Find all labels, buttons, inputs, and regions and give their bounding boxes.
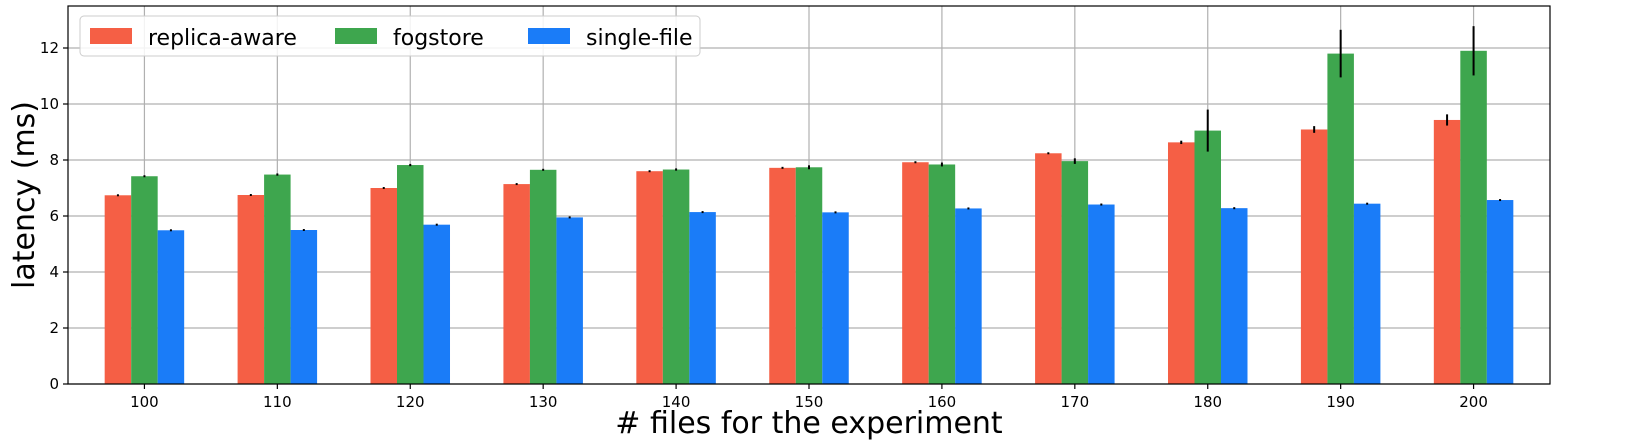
bar-single-file-190 <box>1353 203 1381 384</box>
bar-replica-aware-160 <box>902 162 929 384</box>
bar-replica-aware-180 <box>1167 142 1195 384</box>
x-tick-label: 180 <box>1193 393 1222 411</box>
x-tick-label: 100 <box>130 393 159 411</box>
bar-replica-aware-190 <box>1300 129 1328 384</box>
legend-swatch-replica-aware <box>90 28 132 44</box>
bar-replica-aware-170 <box>1035 153 1062 384</box>
x-tick-label: 200 <box>1459 393 1488 411</box>
legend-label-replica-aware: replica-aware <box>148 26 297 51</box>
bar-single-file-180 <box>1220 208 1248 384</box>
bar-replica-aware-100 <box>104 195 132 384</box>
x-tick-label: 190 <box>1326 393 1355 411</box>
bar-single-file-130 <box>556 217 583 384</box>
bar-replica-aware-140 <box>636 171 663 384</box>
x-tick-label: 160 <box>928 393 957 411</box>
x-tick-label: 120 <box>396 393 425 411</box>
y-tick-label: 12 <box>40 39 59 57</box>
bar-fogstore-180 <box>1194 130 1221 384</box>
bars-layer <box>104 50 1514 385</box>
bar-replica-aware-120 <box>370 188 398 384</box>
bar-single-file-200 <box>1486 200 1514 384</box>
bar-replica-aware-200 <box>1433 119 1461 385</box>
y-tick-label: 4 <box>49 263 59 281</box>
bar-fogstore-170 <box>1061 161 1089 384</box>
bar-single-file-150 <box>822 212 849 384</box>
bar-fogstore-130 <box>529 169 557 384</box>
legend-label-single-file: single-file <box>586 26 693 51</box>
legend-box <box>79 15 701 57</box>
bar-fogstore-100 <box>131 176 158 384</box>
x-tick-label: 170 <box>1061 393 1090 411</box>
bar-single-file-100 <box>157 230 185 384</box>
x-axis-label: # files for the experiment <box>615 406 1003 441</box>
bar-single-file-170 <box>1088 204 1115 384</box>
error-bars-layer <box>116 26 1502 232</box>
bar-fogstore-110 <box>264 174 291 384</box>
legend-swatch-fogstore <box>335 28 377 44</box>
bar-fogstore-190 <box>1327 53 1354 384</box>
y-tick-label: 10 <box>40 95 59 113</box>
bar-replica-aware-150 <box>769 167 796 384</box>
y-tick-label: 8 <box>49 151 59 169</box>
x-tick-label: 110 <box>263 393 292 411</box>
bar-fogstore-150 <box>795 167 823 384</box>
y-tick-label: 2 <box>49 319 59 337</box>
bar-fogstore-140 <box>662 169 690 384</box>
bar-replica-aware-130 <box>503 184 530 384</box>
x-tick-label: 150 <box>795 393 824 411</box>
bar-fogstore-120 <box>397 165 424 384</box>
y-tick-label: 0 <box>49 375 59 393</box>
legend-label-fogstore: fogstore <box>393 26 484 51</box>
bar-fogstore-200 <box>1460 50 1487 385</box>
bar-single-file-140 <box>689 212 716 384</box>
legend: replica-aware fogstore single-file <box>79 15 701 57</box>
y-axis-label: latency (ms) <box>7 101 42 289</box>
bar-single-file-110 <box>290 230 318 384</box>
bar-replica-aware-110 <box>237 195 265 384</box>
legend-swatch-single-file <box>528 28 570 44</box>
y-tick-label: 6 <box>49 207 59 225</box>
x-tick-label: 140 <box>662 393 691 411</box>
bar-single-file-120 <box>423 224 451 384</box>
x-tick-label: 130 <box>529 393 558 411</box>
bar-single-file-160 <box>955 208 982 384</box>
bar-fogstore-160 <box>928 164 956 384</box>
ticks-layer: 0 2 4 6 8 10 12 100 110 120 130 140 150 160 170 180 190 2… <box>40 39 1488 411</box>
